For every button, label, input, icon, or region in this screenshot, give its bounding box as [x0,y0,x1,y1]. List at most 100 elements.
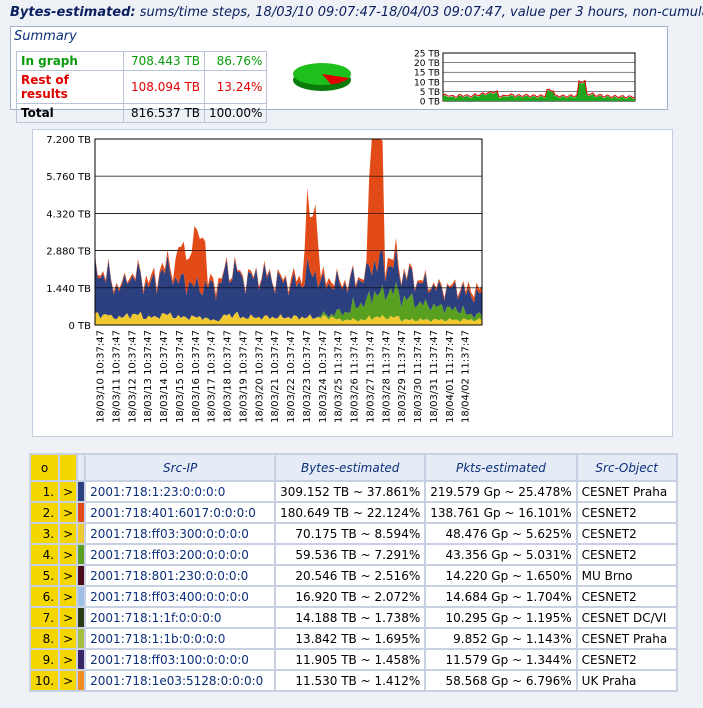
main-x-tick: 18/03/28 11:37:47 [381,330,392,423]
summary-title: Summary [14,29,77,44]
table-row: 1. >2001:718:1:23:0:0:0:0 309.152 TB ~ 37.… [28,480,678,503]
table-body: 1. >2001:718:1:23:0:0:0:0 309.152 TB ~ 37.… [28,480,678,692]
mini-y-tick: 25 TB [414,50,440,60]
row-detail-arrow[interactable]: > [58,480,79,503]
mini-y-tick: 10 TB [414,78,440,88]
row-detail-arrow[interactable]: > [58,627,79,650]
summary-row-in-graph: In graph 708.443 TB 86.76% [16,51,268,71]
main-x-tick: 18/03/19 10:37:47 [238,330,249,423]
mini-y-tick: 0 TB [420,98,440,108]
row-detail-arrow[interactable]: > [58,522,79,545]
summary-row-rest: Rest of results 108.094 TB 13.24% [16,70,268,104]
table-row: 3. >2001:718:ff03:300:0:0:0:0 70.175 TB ~ … [28,522,678,545]
main-x-tick: 18/03/13 10:37:47 [143,330,154,423]
summary-table: In graph 708.443 TB 86.76% Rest of resul… [16,51,268,123]
row-src-object: CESNET Praha [575,480,678,503]
main-x-tick: 18/03/16 10:37:47 [191,330,202,423]
main-x-tick: 18/03/26 11:37:47 [350,330,361,423]
row-index: 10. [28,669,61,692]
summary-pct: 100.00% [203,103,268,123]
main-x-tick: 18/03/17 10:37:47 [207,330,218,423]
color-header [76,453,87,482]
main-x-tick: 18/03/20 10:37:47 [254,330,265,423]
mini-y-tick: 20 TB [414,59,440,69]
main-y-tick: 7.200 TB [46,135,91,146]
row-pkts-value: 11.579 Gp ~ 1.344% [424,648,578,671]
main-x-tick: 18/03/12 10:37:47 [127,330,138,423]
main-x-tick: 18/03/15 10:37:47 [175,330,186,423]
row-detail-arrow[interactable]: > [58,606,79,629]
row-color-swatch [76,564,87,587]
bytes-header[interactable]: Bytes-estimated [274,453,427,482]
main-y-tick: 4.320 TB [46,209,91,220]
main-x-tick: 18/03/21 10:37:47 [270,330,281,423]
summary-value: 708.443 TB [123,51,205,71]
summary-label: In graph [16,51,124,71]
row-src-ip-link[interactable]: 2001:718:1:23:0:0:0:0 [84,480,277,503]
row-src-object: CESNET2 [575,543,678,566]
row-index: 5. [28,564,61,587]
row-pkts-value: 58.568 Gp ~ 6.796% [424,669,578,692]
row-src-object: CESNET Praha [575,627,678,650]
row-color-swatch [76,648,87,671]
top-n-table: o Src-IP Bytes-estimated Pkts-estimated … [28,453,678,692]
table-row: 6. >2001:718:ff03:400:0:0:0:0 16.920 TB ~ … [28,585,678,608]
row-index: 2. [28,501,61,524]
row-src-ip-link[interactable]: 2001:718:ff03:400:0:0:0:0 [84,585,277,608]
main-x-tick: 18/04/01 11:37:47 [445,330,456,423]
main-x-tick: 18/03/27 11:37:47 [365,330,376,423]
row-src-ip-link[interactable]: 2001:718:ff03:200:0:0:0:0 [84,543,277,566]
summary-label: Rest of results [16,70,124,104]
row-src-ip-link[interactable]: 2001:718:1:1f:0:0:0:0 [84,606,277,629]
row-detail-arrow[interactable]: > [58,564,79,587]
row-detail-arrow[interactable]: > [58,585,79,608]
mini-y-tick: 5 TB [420,88,440,98]
src-ip-header[interactable]: Src-IP [84,453,277,482]
main-x-tick: 18/03/23 10:37:47 [302,330,313,423]
summary-value: 816.537 TB [123,103,205,123]
src-object-header[interactable]: Src-Object [575,453,678,482]
order-arrow-header [58,453,79,482]
main-x-tick: 18/03/14 10:37:47 [159,330,170,423]
main-y-tick: 2.880 TB [46,247,91,258]
row-bytes-value: 70.175 TB ~ 8.594% [274,522,427,545]
row-bytes-value: 180.649 TB ~ 22.124% [274,501,427,524]
table-row: 2. >2001:718:401:6017:0:0:0:0 180.649 TB ~… [28,501,678,524]
row-src-ip-link[interactable]: 2001:718:801:230:0:0:0:0 [84,564,277,587]
row-color-swatch [76,480,87,503]
pkts-header[interactable]: Pkts-estimated [424,453,578,482]
row-pkts-value: 10.295 Gp ~ 1.195% [424,606,578,629]
main-x-tick: 18/04/02 11:37:47 [461,330,472,423]
row-detail-arrow[interactable]: > [58,501,79,524]
row-src-ip-link[interactable]: 2001:718:1e03:5128:0:0:0:0 [84,669,277,692]
main-x-tick: 18/03/30 11:37:47 [413,330,424,423]
row-src-ip-link[interactable]: 2001:718:ff03:300:0:0:0:0 [84,522,277,545]
summary-pct: 13.24% [203,70,268,104]
row-src-ip-link[interactable]: 2001:718:401:6017:0:0:0:0 [84,501,277,524]
main-x-tick: 18/03/10 10:37:47 [96,330,107,423]
main-x-tick: 18/03/31 11:37:47 [429,330,440,423]
header-title: Bytes-estimated: [10,5,136,20]
table-row: 8. >2001:718:1:1b:0:0:0:0 13.842 TB ~ 1.69… [28,627,678,650]
summary-label: Total [16,103,124,123]
row-pkts-value: 14.220 Gp ~ 1.650% [424,564,578,587]
row-index: 6. [28,585,61,608]
row-pkts-value: 9.852 Gp ~ 1.143% [424,627,578,650]
row-src-ip-link[interactable]: 2001:718:ff03:100:0:0:0:0 [84,648,277,671]
row-detail-arrow[interactable]: > [58,543,79,566]
row-color-swatch [76,543,87,566]
main-x-tick: 18/03/18 10:37:47 [223,330,234,423]
table-row: 5. >2001:718:801:230:0:0:0:0 20.546 TB ~ 2… [28,564,678,587]
main-y-tick: 0 TB [68,321,91,332]
row-detail-arrow[interactable]: > [58,648,79,671]
row-bytes-value: 11.905 TB ~ 1.458% [274,648,427,671]
row-src-ip-link[interactable]: 2001:718:1:1b:0:0:0:0 [84,627,277,650]
row-pkts-value: 43.356 Gp ~ 5.031% [424,543,578,566]
row-bytes-value: 309.152 TB ~ 37.861% [274,480,427,503]
header-subtitle: sums/time steps, 18/03/10 09:07:47-18/04… [139,5,703,20]
row-pkts-value: 14.684 Gp ~ 1.704% [424,585,578,608]
row-detail-arrow[interactable]: > [58,669,79,692]
main-x-tick: 18/03/11 10:37:47 [111,330,122,423]
order-header[interactable]: o [28,453,61,482]
main-x-tick: 18/03/29 11:37:47 [397,330,408,423]
